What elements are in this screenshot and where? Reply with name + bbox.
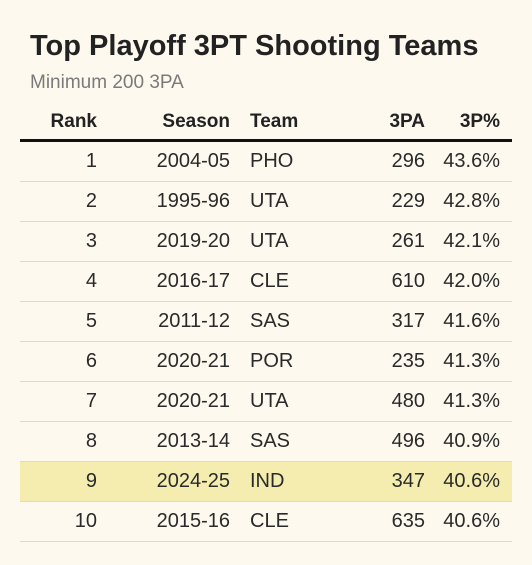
data-table: Rank Season Team 3PA 3P% 1 2004-05 PHO 296 4… bbox=[20, 104, 512, 542]
cell-season: 2015-16 bbox=[97, 501, 230, 542]
chart-subtitle: Minimum 200 3PA bbox=[30, 72, 184, 93]
cell-3pa: 610 bbox=[330, 261, 425, 302]
table-row: 8 2013-14 SAS 496 40.9% bbox=[20, 421, 512, 462]
cell-rank: 2 bbox=[20, 181, 97, 222]
column-header-season: Season bbox=[97, 104, 230, 142]
cell-3p-pct: 40.6% bbox=[425, 501, 512, 542]
cell-team: UTA bbox=[230, 221, 330, 262]
cell-rank: 5 bbox=[20, 301, 97, 342]
chart-title: Top Playoff 3PT Shooting Teams bbox=[30, 30, 479, 62]
cell-team: CLE bbox=[230, 261, 330, 302]
table-body: 1 2004-05 PHO 296 43.6% 2 1995-96 UTA 229 42.8% 3 2… bbox=[20, 140, 512, 542]
table-row: 3 2019-20 UTA 261 42.1% bbox=[20, 221, 512, 262]
cell-rank: 6 bbox=[20, 341, 97, 382]
table-row: 4 2016-17 CLE 610 42.0% bbox=[20, 261, 512, 302]
cell-team: SAS bbox=[230, 301, 330, 342]
cell-season: 2024-25 bbox=[97, 461, 230, 502]
cell-3pa: 317 bbox=[330, 301, 425, 342]
table-header: Rank Season Team 3PA 3P% bbox=[20, 104, 512, 142]
cell-rank: 4 bbox=[20, 261, 97, 302]
cell-season: 2004-05 bbox=[97, 140, 230, 182]
cell-season: 1995-96 bbox=[97, 181, 230, 222]
column-header-3p-pct: 3P% bbox=[425, 104, 512, 142]
cell-3p-pct: 42.1% bbox=[425, 221, 512, 262]
cell-rank: 1 bbox=[20, 140, 97, 182]
cell-3pa: 296 bbox=[330, 140, 425, 182]
column-header-3pa: 3PA bbox=[330, 104, 425, 142]
cell-3p-pct: 40.6% bbox=[425, 461, 512, 502]
cell-3p-pct: 42.8% bbox=[425, 181, 512, 222]
cell-3p-pct: 40.9% bbox=[425, 421, 512, 462]
cell-season: 2016-17 bbox=[97, 261, 230, 302]
table-row: 7 2020-21 UTA 480 41.3% bbox=[20, 381, 512, 422]
cell-3pa: 347 bbox=[330, 461, 425, 502]
cell-3p-pct: 42.0% bbox=[425, 261, 512, 302]
table-row: 6 2020-21 POR 235 41.3% bbox=[20, 341, 512, 382]
cell-rank: 8 bbox=[20, 421, 97, 462]
cell-3pa: 635 bbox=[330, 501, 425, 542]
cell-3p-pct: 43.6% bbox=[425, 140, 512, 182]
cell-rank: 10 bbox=[20, 501, 97, 542]
column-header-rank: Rank bbox=[20, 104, 97, 142]
cell-3p-pct: 41.3% bbox=[425, 381, 512, 422]
cell-team: UTA bbox=[230, 181, 330, 222]
cell-season: 2011-12 bbox=[97, 301, 230, 342]
cell-3pa: 229 bbox=[330, 181, 425, 222]
cell-3pa: 235 bbox=[330, 341, 425, 382]
table-row-highlighted: 9 2024-25 IND 347 40.6% bbox=[20, 461, 512, 502]
cell-3pa: 261 bbox=[330, 221, 425, 262]
cell-season: 2013-14 bbox=[97, 421, 230, 462]
cell-rank: 7 bbox=[20, 381, 97, 422]
cell-team: POR bbox=[230, 341, 330, 382]
cell-season: 2020-21 bbox=[97, 341, 230, 382]
cell-3pa: 480 bbox=[330, 381, 425, 422]
cell-3pa: 496 bbox=[330, 421, 425, 462]
column-header-team: Team bbox=[230, 104, 330, 142]
cell-team: UTA bbox=[230, 381, 330, 422]
cell-rank: 9 bbox=[20, 461, 97, 502]
cell-team: CLE bbox=[230, 501, 330, 542]
table-row: 5 2011-12 SAS 317 41.6% bbox=[20, 301, 512, 342]
table-row: 10 2015-16 CLE 635 40.6% bbox=[20, 501, 512, 542]
cell-season: 2020-21 bbox=[97, 381, 230, 422]
cell-season: 2019-20 bbox=[97, 221, 230, 262]
header-row: Rank Season Team 3PA 3P% bbox=[20, 104, 512, 142]
cell-rank: 3 bbox=[20, 221, 97, 262]
cell-team: SAS bbox=[230, 421, 330, 462]
cell-team: IND bbox=[230, 461, 330, 502]
table-row: 1 2004-05 PHO 296 43.6% bbox=[20, 140, 512, 182]
cell-team: PHO bbox=[230, 140, 330, 182]
cell-3p-pct: 41.3% bbox=[425, 341, 512, 382]
cell-3p-pct: 41.6% bbox=[425, 301, 512, 342]
table-row: 2 1995-96 UTA 229 42.8% bbox=[20, 181, 512, 222]
